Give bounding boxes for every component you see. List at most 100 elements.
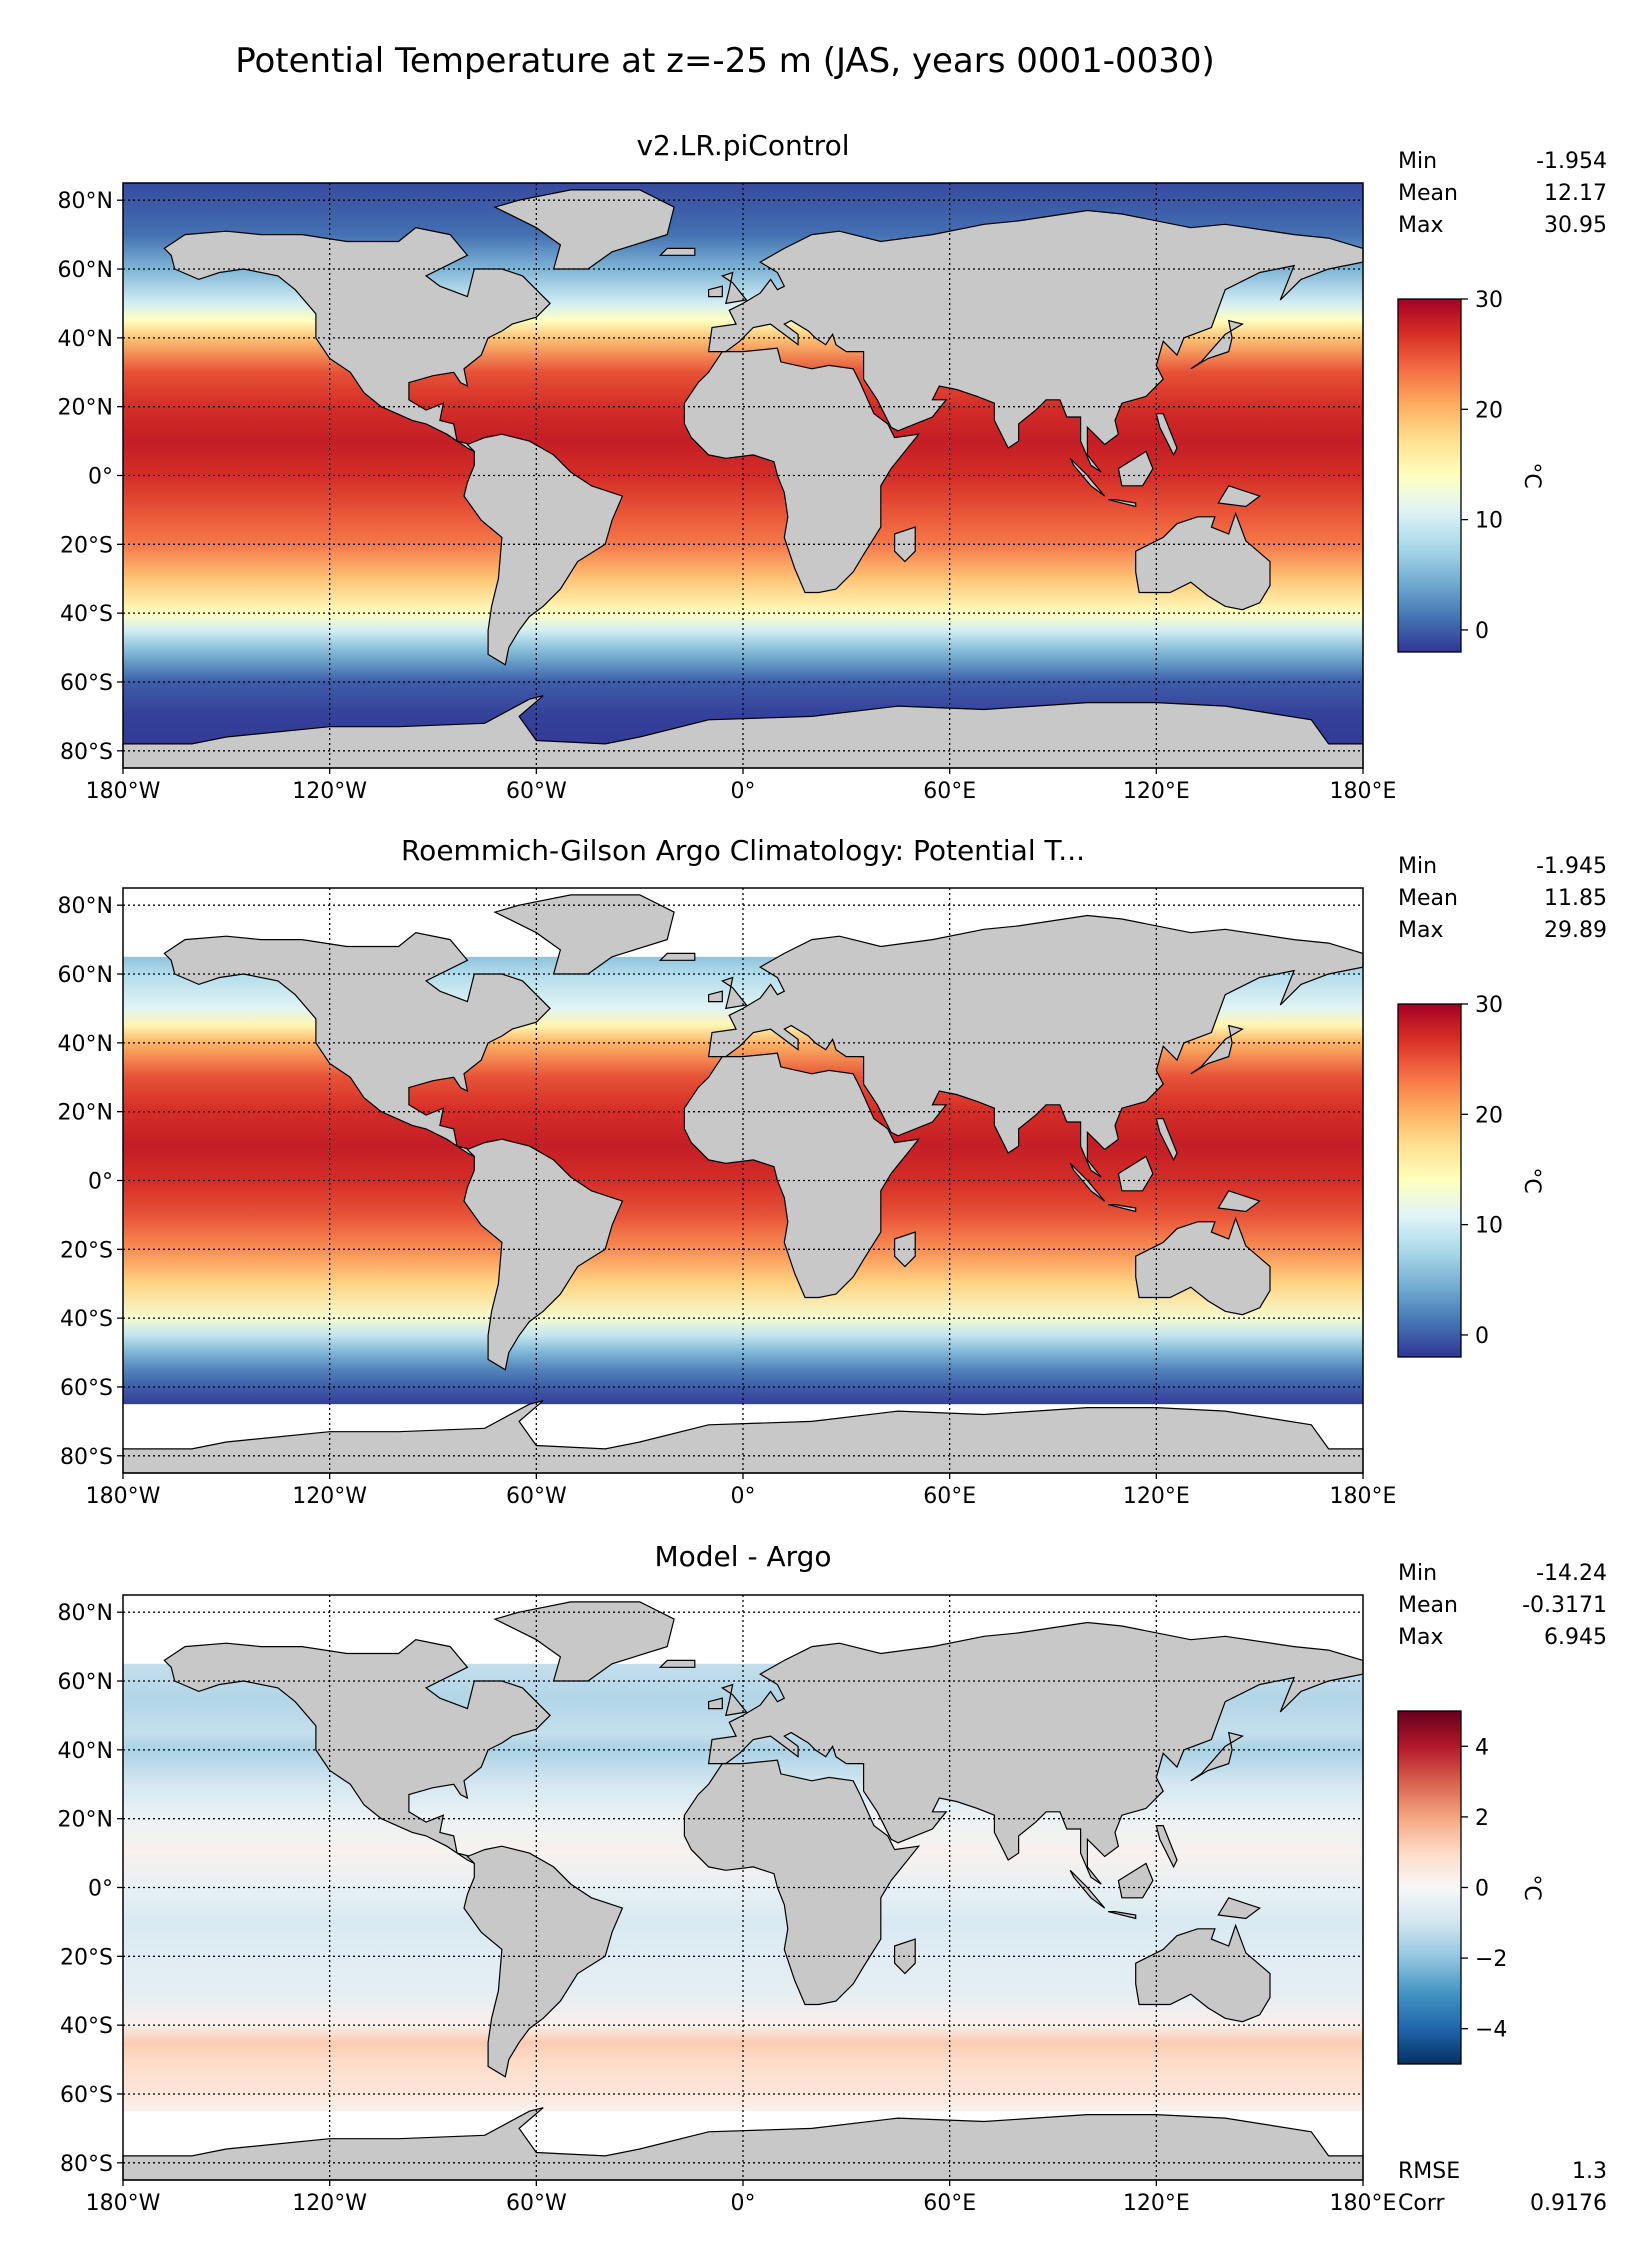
land-polygon [1190, 1731, 1244, 1782]
stat-name: Max [1398, 918, 1443, 943]
stat-name: Mean [1398, 181, 1458, 206]
lat-tick-label: 0° [88, 1170, 113, 1195]
land-polygon [1190, 1024, 1244, 1075]
lon-tick-label: 180°W [86, 2191, 161, 2216]
land-polygon [1190, 319, 1244, 370]
lon-tick-label: 60°W [506, 1484, 567, 1509]
lon-tick-label: 180°E [1330, 2191, 1397, 2216]
land-polygon [1135, 511, 1271, 611]
land-polygon [720, 271, 748, 305]
lat-tick-label: 20°N [58, 396, 113, 421]
lat-tick-labels: 80°N 60°N 40°N 20°N 0° 20°S 40°S 60°S 80°S [58, 894, 123, 1470]
land-polygon [122, 2107, 1364, 2181]
colorbar-tick-label: 20 [1475, 1103, 1503, 1128]
lon-tick-label: 0° [731, 1484, 756, 1509]
colorbar-tick-label: 10 [1475, 1214, 1503, 1239]
colorbar-label: °C [1519, 462, 1544, 488]
stat-value: -14.24 [1536, 1561, 1607, 1586]
land-polygon [708, 1697, 723, 1710]
lon-tick-label: 60°E [923, 1484, 976, 1509]
skill-box: RMSE 1.3 Corr 0.9176 [1398, 2159, 1607, 2216]
land-polygon [493, 189, 675, 270]
land-polygon [122, 1400, 1364, 1474]
land-polygon [1117, 1155, 1154, 1192]
land-mask [122, 1601, 1364, 2181]
lat-tick-label: 0° [88, 1877, 113, 1902]
land-polygon [1135, 1216, 1271, 1316]
colorbar-tick-label: 0 [1475, 1324, 1489, 1349]
land-polygon [1117, 450, 1154, 487]
lon-tick-label: 120°W [292, 1484, 367, 1509]
stat-name: Min [1398, 854, 1437, 879]
land-polygon [708, 990, 723, 1003]
panel-title: v2.LR.piControl [636, 129, 849, 162]
land-polygon [1155, 1118, 1178, 1162]
lon-tick-label: 0° [731, 2191, 756, 2216]
stat-name: Mean [1398, 886, 1458, 911]
lat-tick-label: 80°S [60, 740, 113, 765]
colorbar-tick-label: 0 [1475, 1877, 1489, 1902]
lat-tick-label: 20°S [60, 1945, 113, 1970]
colorbar-label: °C [1519, 1874, 1544, 1900]
panel-title: Roemmich-Gilson Argo Climatology: Potent… [401, 834, 1085, 867]
stat-value: 0.9176 [1530, 2191, 1607, 2216]
lon-tick-label: 60°E [923, 2191, 976, 2216]
colorbar: 0 10 20 30 °C [1397, 288, 1544, 653]
lat-tick-label: 40°N [58, 1032, 113, 1057]
land-polygon [658, 1659, 696, 1668]
panel-observations: Roemmich-Gilson Argo Climatology: Potent… [58, 834, 1607, 1509]
lat-tick-label: 60°N [58, 258, 113, 283]
land-polygon [1069, 1869, 1106, 1909]
lon-tick-label: 120°W [292, 2191, 367, 2216]
panel-model: v2.LR.piControl Min -1.954 Mean 12.17 Max 30.… [58, 129, 1607, 804]
colorbar-tick-label: −2 [1475, 1947, 1507, 1972]
lon-tick-label: 60°W [506, 779, 567, 804]
land-polygon [1217, 1190, 1261, 1213]
lat-tick-label: 20°N [58, 1808, 113, 1833]
stat-value: -1.945 [1536, 854, 1607, 879]
colorbar-tick-label: 0 [1475, 619, 1489, 644]
land-polygon [463, 1138, 624, 1371]
land-polygon [122, 695, 1364, 769]
land-polygon [707, 209, 1364, 473]
land-polygon [658, 247, 696, 256]
lon-tick-label: 180°E [1330, 1484, 1397, 1509]
gridlines [123, 888, 1363, 1473]
colorbar-scale [1397, 298, 1462, 653]
colorbar-tick-label: 30 [1475, 993, 1503, 1018]
lat-tick-label: 20°S [60, 1238, 113, 1263]
lat-tick-label: 40°S [60, 2014, 113, 2039]
lon-tick-label: 180°E [1330, 779, 1397, 804]
lat-tick-label: 80°S [60, 2152, 113, 2177]
stats-box: Min -14.24 Mean -0.3171 Max 6.945 [1398, 1561, 1607, 1650]
land-polygon [658, 952, 696, 961]
land-polygon [1155, 1825, 1178, 1869]
colorbar-tick-label: 4 [1475, 1735, 1489, 1760]
lat-tick-label: 40°N [58, 1739, 113, 1764]
lon-tick-label: 180°W [86, 779, 161, 804]
land-polygon [163, 227, 551, 453]
land-polygon [1107, 1911, 1137, 1920]
gridlines [123, 183, 1363, 768]
colorbar-scale [1397, 1710, 1462, 2065]
stat-name: Max [1398, 1625, 1443, 1650]
land-polygon [1069, 457, 1106, 497]
lat-tick-label: 80°N [58, 1601, 113, 1626]
land-polygon [163, 1639, 551, 1865]
land-polygon [707, 914, 1364, 1178]
lon-tick-label: 0° [731, 779, 756, 804]
stat-name: Min [1398, 149, 1437, 174]
lon-tick-label: 120°E [1123, 779, 1190, 804]
stat-value: -0.3171 [1522, 1593, 1607, 1618]
colorbar-tick-label: −4 [1475, 2018, 1507, 2043]
lon-tick-labels: 180°W 120°W 60°W 0° 60°E 120°E 180°E [86, 2180, 1397, 2216]
land-polygon [720, 1683, 748, 1717]
lat-tick-label: 60°N [58, 963, 113, 988]
stat-value: 29.89 [1544, 918, 1607, 943]
stat-name: RMSE [1398, 2159, 1460, 2184]
stat-value: 11.85 [1544, 886, 1607, 911]
land-polygon [708, 285, 723, 298]
lat-tick-label: 20°S [60, 533, 113, 558]
land-polygon [1217, 485, 1261, 508]
